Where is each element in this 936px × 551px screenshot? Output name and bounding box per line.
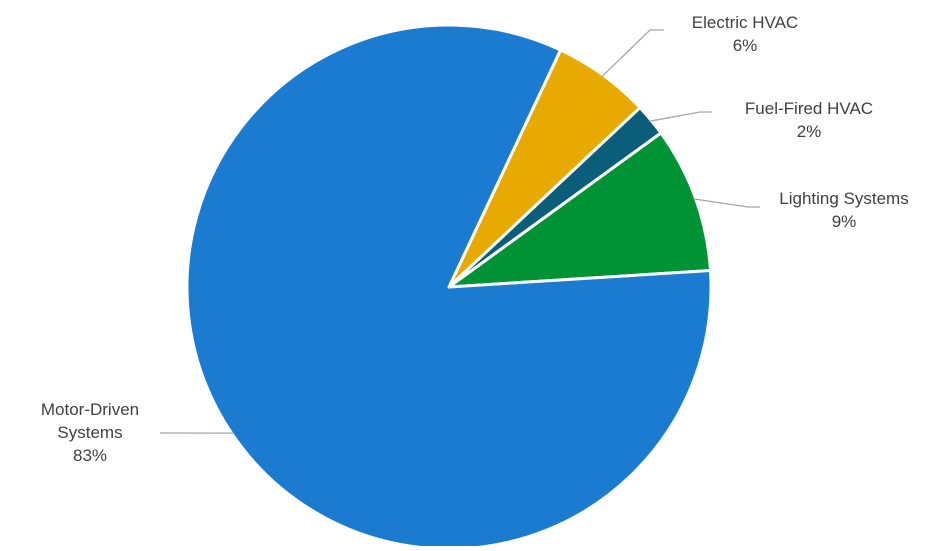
label-fuel-fired-hvac-name: Fuel-Fired HVAC xyxy=(714,97,904,120)
leader-fuel-fired-hvac xyxy=(649,112,712,121)
label-fuel-fired-hvac: Fuel-Fired HVAC 2% xyxy=(714,97,904,143)
label-motor-driven-line2: Systems xyxy=(0,421,180,444)
label-lighting-systems-value: 9% xyxy=(754,210,934,233)
label-electric-hvac-value: 6% xyxy=(655,34,835,57)
label-electric-hvac: Electric HVAC 6% xyxy=(655,11,835,57)
label-motor-driven-value: 83% xyxy=(0,444,180,467)
label-lighting-systems: Lighting Systems 9% xyxy=(754,187,934,233)
label-lighting-systems-name: Lighting Systems xyxy=(754,187,934,210)
label-motor-driven-systems: Motor-Driven Systems 83% xyxy=(0,398,180,467)
label-electric-hvac-name: Electric HVAC xyxy=(655,11,835,34)
label-motor-driven-line1: Motor-Driven xyxy=(0,398,180,421)
leader-lighting-systems xyxy=(694,199,760,207)
label-fuel-fired-hvac-value: 2% xyxy=(714,120,904,143)
